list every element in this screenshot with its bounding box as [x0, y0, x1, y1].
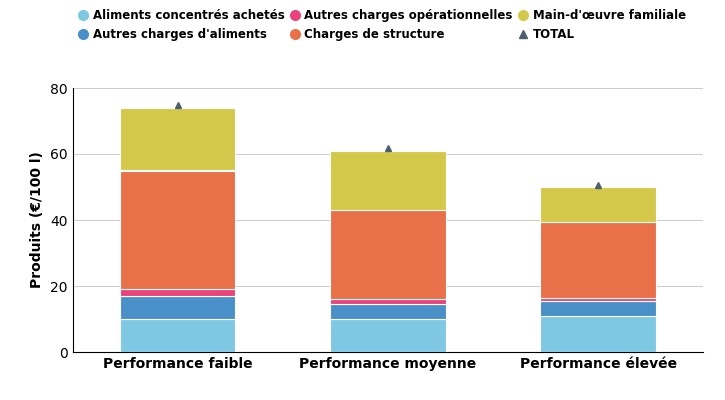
- Y-axis label: Produits (€/100 l): Produits (€/100 l): [30, 152, 44, 288]
- Bar: [540, 301, 656, 316]
- Bar: [330, 299, 446, 304]
- Bar: [120, 289, 236, 296]
- Bar: [330, 210, 446, 299]
- Bar: [120, 319, 236, 352]
- Bar: [330, 304, 446, 319]
- Bar: [540, 316, 656, 352]
- Bar: [120, 108, 236, 170]
- Bar: [120, 170, 236, 289]
- Bar: [330, 151, 446, 210]
- Bar: [330, 319, 446, 352]
- Bar: [540, 298, 656, 301]
- Bar: [120, 296, 236, 319]
- Bar: [540, 222, 656, 298]
- Bar: [540, 187, 656, 222]
- Legend: Aliments concentrés achetés, Autres charges d'aliments, Autres charges opération: Aliments concentrés achetés, Autres char…: [78, 10, 686, 41]
